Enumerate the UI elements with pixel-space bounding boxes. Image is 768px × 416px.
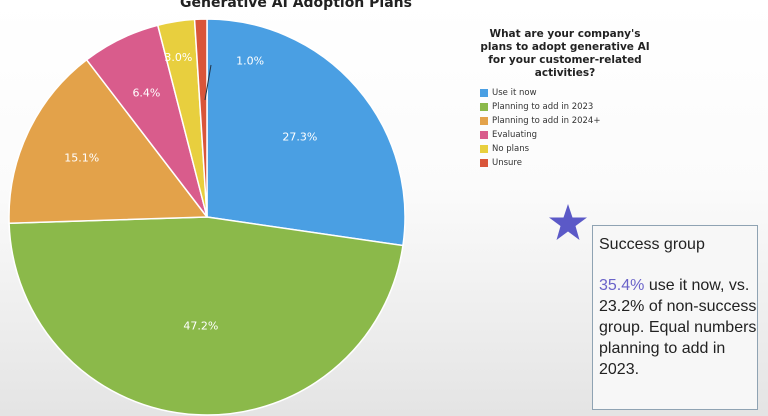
- legend-item: Use it now: [480, 86, 650, 100]
- legend-label: No plans: [492, 144, 530, 154]
- data-label: 6.4%: [132, 86, 160, 99]
- leader-line: [204, 64, 212, 101]
- legend-swatch: [480, 89, 488, 97]
- data-label: 3.0%: [164, 51, 192, 64]
- legend-label: Use it now: [492, 88, 537, 98]
- legend-item: Evaluating: [480, 128, 650, 142]
- legend-swatch: [480, 145, 488, 153]
- note-highlight: 35.4%: [599, 277, 645, 294]
- pie-chart: 27.3% 47.2% 15.1% 6.4% 3.0% 1.0%: [8, 18, 406, 416]
- pie-slice-planning-to-add-in-2023: [8, 216, 404, 416]
- data-label: 47.2%: [183, 320, 218, 333]
- pie-slice-planning-to-add-in-2024-: [8, 58, 209, 224]
- legend-label: Planning to add in 2024+: [492, 116, 601, 126]
- star-icon: [549, 204, 587, 240]
- legend-item: Unsure: [480, 156, 650, 170]
- success-group-note: Success group 35.4% use it now, vs. 23.2…: [592, 225, 758, 410]
- legend-label: Evaluating: [492, 130, 538, 140]
- legend-item: No plans: [480, 142, 650, 156]
- legend-item: Planning to add in 2024+: [480, 114, 650, 128]
- pie-slice-unsure: [193, 18, 208, 218]
- legend-title: What are your company's plans to adopt g…: [480, 28, 650, 79]
- legend-item: Planning to add in 2023: [480, 100, 650, 114]
- note-body: 35.4% use it now, vs. 23.2% of non-succe…: [599, 275, 757, 380]
- legend-swatch: [480, 159, 488, 167]
- data-label: 27.3%: [282, 131, 317, 144]
- note-text: use it now, vs. 23.2% of non-success gro…: [599, 277, 757, 378]
- legend-label: Unsure: [492, 158, 522, 168]
- data-label: 1.0%: [236, 54, 264, 67]
- chart-title: Generative AI Adoption Plans: [180, 0, 412, 11]
- legend-label: Planning to add in 2023: [492, 102, 594, 112]
- legend-swatch: [480, 117, 488, 125]
- legend-swatch: [480, 103, 488, 111]
- legend: What are your company's plans to adopt g…: [480, 28, 650, 170]
- data-label: 15.1%: [64, 152, 99, 165]
- legend-swatch: [480, 131, 488, 139]
- note-title: Success group: [599, 236, 705, 253]
- pie-slice-use-it-now: [206, 18, 406, 247]
